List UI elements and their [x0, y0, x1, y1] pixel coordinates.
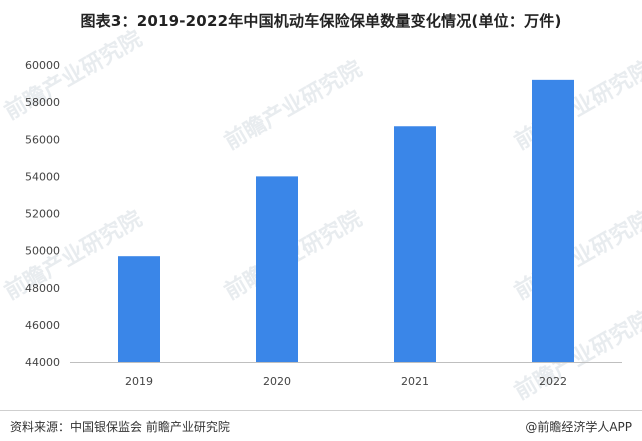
watermark-text: 前瞻产业研究院 [0, 26, 146, 126]
x-tick-label: 2022 [539, 375, 567, 388]
source-note: 资料来源：中国银保监会 前瞻产业研究院 [10, 420, 230, 434]
footer: 资料来源：中国银保监会 前瞻产业研究院 @前瞻经济学人APP [10, 415, 632, 435]
watermark-text: 前瞻产业研究院 [220, 56, 366, 156]
y-tick-label: 46000 [25, 319, 60, 332]
x-tick-label: 2020 [263, 375, 291, 388]
y-tick-label: 44000 [25, 356, 60, 369]
y-tick-label: 58000 [25, 96, 60, 109]
x-axis: 2019 2020 2021 2022 [70, 362, 622, 388]
y-tick-label: 60000 [25, 59, 60, 72]
bars [118, 79, 574, 362]
y-tick-label: 56000 [25, 133, 60, 146]
y-axis: 44000 46000 48000 50000 52000 54000 56000 58000… [25, 59, 60, 369]
y-tick-label: 52000 [25, 208, 60, 221]
y-tick-label: 50000 [25, 245, 60, 258]
bar-2019 [118, 256, 160, 362]
x-tick-label: 2019 [125, 375, 153, 388]
footer-divider [0, 410, 642, 411]
brand-note: @前瞻经济学人APP [525, 420, 632, 434]
bar-2020 [256, 176, 298, 362]
watermark-text: 前瞻产业研究院 [510, 206, 642, 306]
bar-2021 [394, 126, 436, 362]
chart-title: 图表3：2019-2022年中国机动车保险保单数量变化情况(单位：万件) [80, 12, 562, 30]
y-tick-label: 48000 [25, 282, 60, 295]
x-tick-label: 2021 [401, 375, 429, 388]
bar-2022 [532, 79, 574, 362]
y-tick-label: 54000 [25, 170, 60, 183]
watermark-text: 前瞻产业研究院 [510, 306, 642, 406]
watermark-text: 前瞻产业研究院 [510, 56, 642, 156]
